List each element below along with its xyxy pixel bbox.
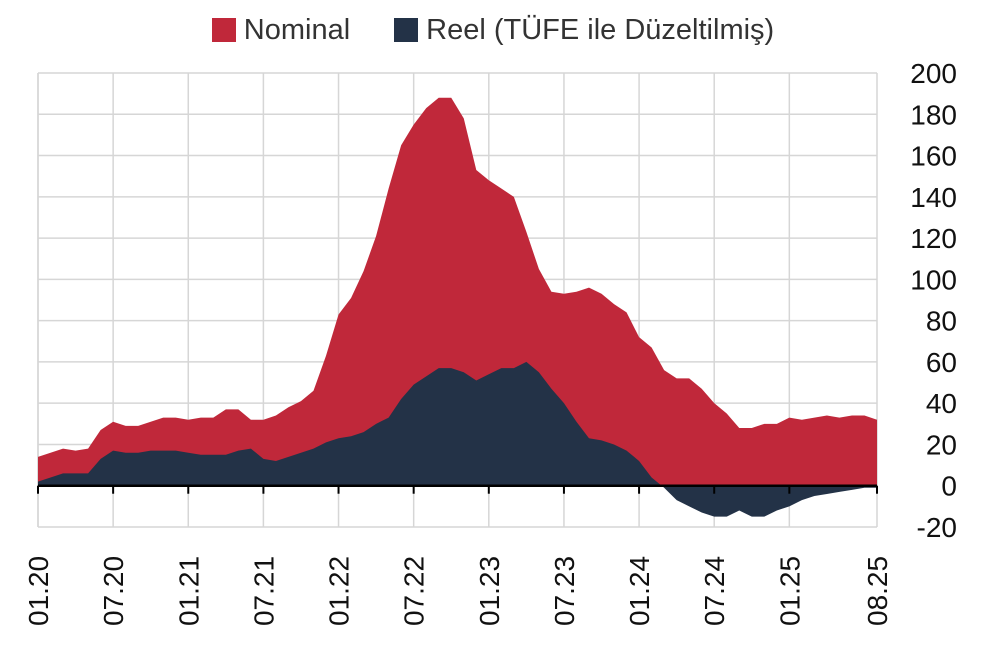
y-tick-label: 100 [910, 264, 957, 295]
y-tick-label: 120 [910, 223, 957, 254]
y-tick-label: 140 [910, 182, 957, 213]
y-tick-label: 20 [926, 429, 957, 460]
y-tick-label: 40 [926, 388, 957, 419]
y-tick-label: 0 [941, 471, 957, 502]
x-tick-label: 07.21 [248, 556, 279, 626]
legend-swatch-real [394, 18, 419, 42]
x-tick-label: 07.24 [699, 556, 730, 626]
area-real [38, 361, 877, 517]
legend: Nominal Reel (TÜFE ile Düzeltilmiş) [0, 8, 986, 52]
legend-label-real: Reel (TÜFE ile Düzeltilmiş) [426, 13, 775, 46]
y-tick-label: 180 [910, 99, 957, 130]
x-tick-label: 01.20 [23, 556, 54, 626]
y-tick-label: -20 [917, 512, 957, 543]
x-tick-label: 07.22 [399, 556, 430, 626]
y-tick-label: 80 [926, 306, 957, 337]
x-tick-label: 07.23 [549, 556, 580, 626]
legend-item-real: Reel (TÜFE ile Düzeltilmiş) [394, 14, 774, 47]
legend-label-nominal: Nominal [243, 13, 351, 46]
legend-swatch-nominal [211, 18, 236, 42]
x-tick-label: 01.24 [624, 556, 655, 626]
x-tick-label: 07.20 [98, 556, 129, 626]
x-tick-label: 01.22 [324, 556, 355, 626]
y-tick-label: 160 [910, 141, 957, 172]
x-tick-label: 01.21 [173, 556, 204, 626]
x-tick-label: 01.23 [474, 556, 505, 626]
y-tick-label: 60 [926, 347, 957, 378]
x-tick-label: 01.25 [774, 556, 805, 626]
y-tick-label: 200 [910, 58, 957, 89]
area-nominal [38, 97, 877, 486]
x-tick-label: 08.25 [862, 556, 893, 626]
legend-item-nominal: Nominal [211, 13, 351, 47]
